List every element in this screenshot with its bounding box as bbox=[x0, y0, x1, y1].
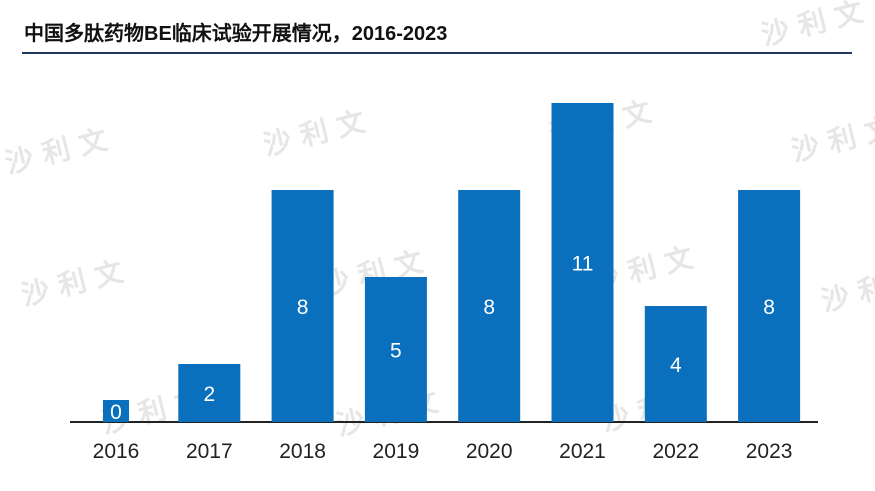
bar-2021 bbox=[551, 103, 614, 422]
data-label-2023: 8 bbox=[763, 296, 775, 319]
bar-2023 bbox=[738, 190, 801, 422]
bar-2022 bbox=[644, 306, 707, 422]
x-tick-label-2021: 2021 bbox=[559, 440, 606, 463]
bar-2020 bbox=[458, 190, 521, 422]
bar-2016 bbox=[103, 400, 129, 422]
data-label-2022: 4 bbox=[670, 354, 682, 377]
chart-title: 中国多肽药物BE临床试验开展情况，2016-2023 bbox=[24, 23, 448, 45]
title-divider bbox=[22, 52, 852, 54]
x-tick-label-2017: 2017 bbox=[186, 440, 233, 463]
x-tick-label-2018: 2018 bbox=[279, 440, 326, 463]
bar-2019 bbox=[364, 277, 427, 422]
data-label-2016: 0 bbox=[110, 401, 122, 424]
data-label-2019: 5 bbox=[390, 340, 402, 363]
x-tick-label-2022: 2022 bbox=[652, 440, 699, 463]
x-tick-label-2019: 2019 bbox=[373, 440, 420, 463]
x-tick-label-2020: 2020 bbox=[466, 440, 513, 463]
data-label-2021: 11 bbox=[572, 253, 594, 276]
data-label-2017: 2 bbox=[203, 383, 215, 406]
x-tick-label-2016: 2016 bbox=[93, 440, 140, 463]
data-label-2020: 8 bbox=[483, 296, 495, 319]
bar-2018 bbox=[271, 190, 334, 422]
data-label-2018: 8 bbox=[297, 296, 309, 319]
x-tick-label-2023: 2023 bbox=[746, 440, 793, 463]
bar-2017 bbox=[178, 364, 241, 422]
